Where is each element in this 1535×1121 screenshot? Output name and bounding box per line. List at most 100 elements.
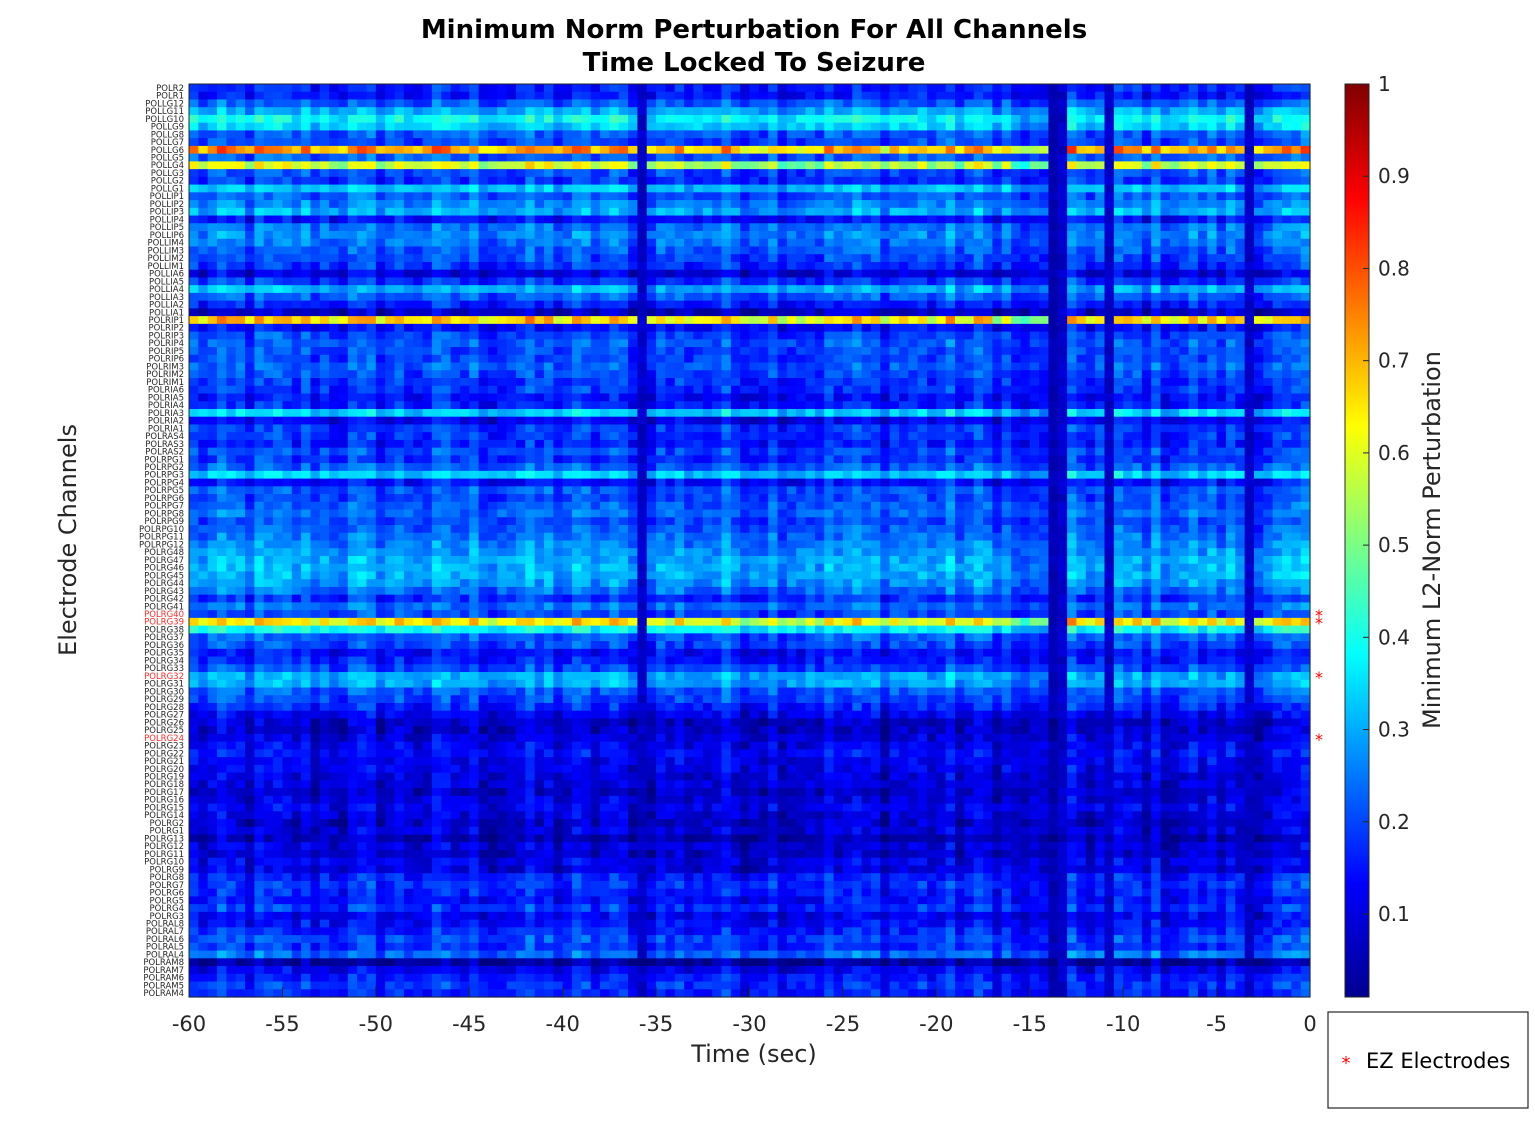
heatmap-cell [1057,107,1068,116]
heatmap-cell [712,292,723,302]
heatmap-cell [282,169,293,178]
heatmap-cell [861,308,872,317]
heatmap-cell [805,354,816,364]
heatmap-cell [674,261,685,271]
heatmap-cell [1207,207,1218,217]
heatmap-cell [301,223,312,232]
heatmap-cell [329,246,340,255]
heatmap-cell [441,84,452,93]
heatmap-cell [833,401,844,410]
heatmap-cell [553,238,564,248]
heatmap-cell [805,153,816,162]
heatmap-cell [226,231,237,240]
heatmap-cell [740,207,751,217]
heatmap-cell [674,254,685,263]
heatmap-cell [1281,393,1292,402]
heatmap-cell [310,223,321,232]
heatmap-cell [917,130,928,139]
heatmap-cell [1141,238,1152,248]
heatmap-cell [207,99,218,108]
heatmap-cell [786,238,797,248]
heatmap-cell [749,169,760,178]
heatmap-cell [1141,130,1152,139]
heatmap-cell [469,292,480,302]
heatmap-cell [926,99,937,108]
heatmap-cell [441,114,452,124]
heatmap-cell [740,122,751,132]
heatmap-cell [609,316,620,325]
heatmap-cell [609,99,620,108]
heatmap-cell [1039,339,1050,348]
heatmap-cell [1011,339,1022,348]
heatmap-cell [1244,192,1255,201]
heatmap-cell [1132,238,1143,248]
heatmap-cell [955,285,965,294]
heatmap-cell [515,99,526,108]
heatmap-cell [1095,347,1106,356]
heatmap-cell [898,246,909,255]
heatmap-cell [936,192,947,201]
heatmap-cell [1039,84,1050,93]
heatmap-cell [235,254,246,263]
heatmap-cell [338,261,349,271]
heatmap-cell [1020,300,1031,309]
heatmap-cell [366,362,377,371]
heatmap-cell [1104,145,1115,155]
heatmap-cell [1272,91,1283,101]
heatmap-cell [926,378,937,387]
heatmap-cell [1104,246,1115,255]
heatmap-cell [459,238,470,248]
heatmap-cell [469,277,480,286]
heatmap-cell [1179,169,1190,178]
heatmap-cell [628,339,638,348]
heatmap-cell [226,153,237,162]
heatmap-cell [515,169,526,178]
heatmap-cell [1235,215,1246,224]
heatmap-cell [786,370,797,379]
heatmap-cell [637,215,648,224]
heatmap-cell [235,261,246,271]
heatmap-cell [478,308,489,317]
heatmap-cell [1076,354,1087,364]
heatmap-cell [693,192,704,201]
heatmap-cell [600,285,610,294]
heatmap-cell [1263,347,1274,356]
heatmap-cell [880,122,891,132]
heatmap-cell [693,339,704,348]
heatmap-cell [450,339,461,348]
heatmap-cell [413,292,424,302]
heatmap-cell [394,153,405,162]
heatmap-cell [235,130,246,139]
heatmap-cell [1253,145,1264,155]
heatmap-cell [1253,316,1264,325]
heatmap-cell [534,323,545,333]
heatmap-cell [1179,339,1190,348]
heatmap-cell [487,223,498,232]
heatmap-cell [525,84,536,93]
heatmap-cell [1272,277,1283,286]
heatmap-cell [684,331,695,340]
heatmap-cell [936,393,947,402]
heatmap-cell [515,246,526,255]
heatmap-cell [880,308,891,317]
heatmap-cell [1169,285,1180,294]
heatmap-cell [1179,145,1190,155]
heatmap-cell [543,261,554,271]
heatmap-cell [637,261,648,271]
heatmap-cell [254,138,265,147]
heatmap-cell [572,122,582,132]
heatmap-cell [319,145,330,155]
heatmap-cell [786,84,797,93]
heatmap-cell [1244,130,1255,139]
heatmap-cell [366,184,377,193]
heatmap-cell [1132,223,1143,232]
heatmap-cell [618,347,629,356]
heatmap-cell [1244,277,1255,286]
heatmap-cell [628,362,638,371]
heatmap-cell [572,238,582,248]
heatmap-cell [543,385,554,395]
heatmap-cell [656,215,667,224]
heatmap-cell [842,316,853,325]
heatmap-cell [1253,277,1264,286]
heatmap-cell [590,84,601,93]
